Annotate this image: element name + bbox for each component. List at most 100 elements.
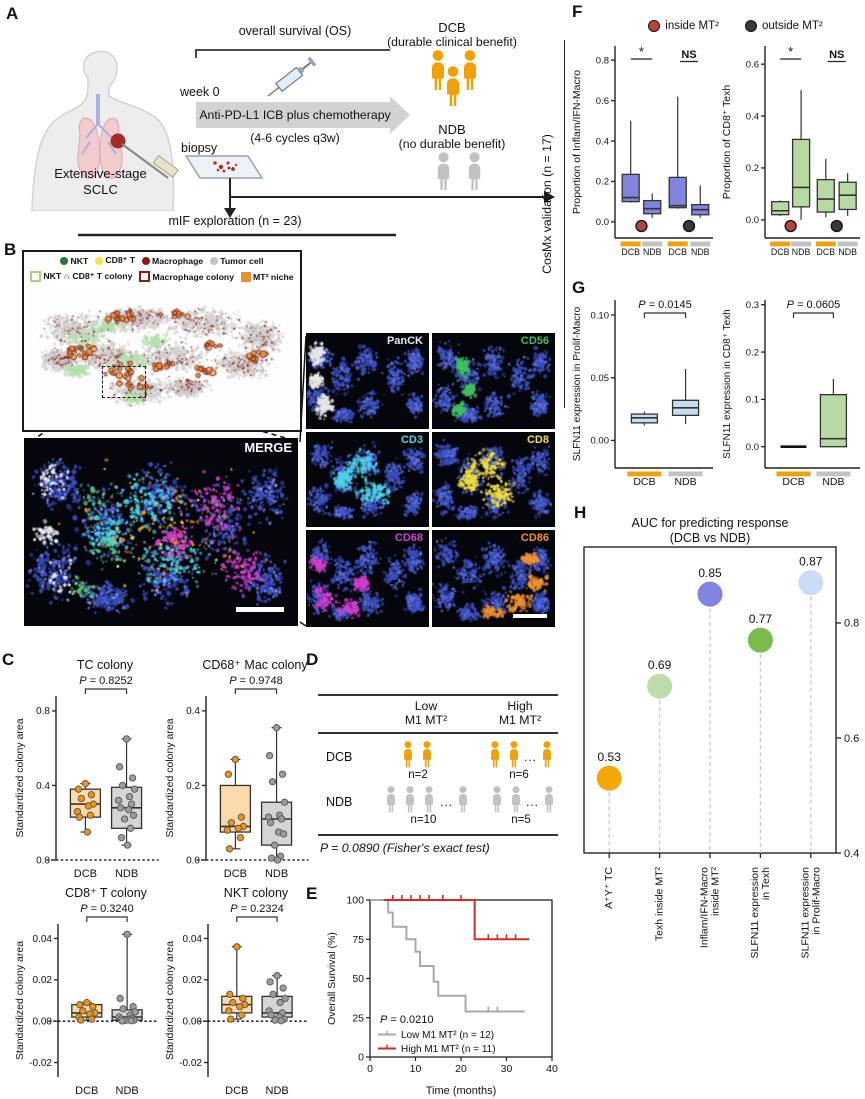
svg-text:DCB: DCB <box>224 868 247 880</box>
legend-item: Macrophage <box>142 256 203 266</box>
channel-cd86: CD86 <box>432 530 555 627</box>
ndb-title: NDB <box>438 122 466 137</box>
tissue-overview-box: NKT CD8⁺ T Macrophage Tumor cell NKT ∩ C… <box>22 250 302 432</box>
cell-type-legend: NKT CD8⁺ T Macrophage Tumor cell <box>24 255 300 266</box>
svg-text:Low M1 MT² (n = 12): Low M1 MT² (n = 12) <box>401 1030 494 1041</box>
channel-image <box>432 530 555 627</box>
svg-text:A⁺Y⁺ TC: A⁺Y⁺ TC <box>603 867 615 909</box>
count-n5: n=5 <box>511 814 531 826</box>
macrophage-swatch <box>142 256 151 265</box>
svg-text:0.77: 0.77 <box>749 612 773 626</box>
nkt-colony-boxplot: NKT colony P = 0.2324 Standardized colony … <box>164 886 309 1097</box>
merge-image <box>24 438 298 626</box>
svg-text:0.69: 0.69 <box>648 658 672 672</box>
inside-mt2-swatch <box>648 20 661 32</box>
svg-text:10: 10 <box>410 1063 422 1075</box>
overall-survival-km-plot: 0 25 50 75 100 0 10 20 30 40 Overall Survival (%) T… <box>326 895 558 1098</box>
svg-text:DCB: DCB <box>668 247 687 257</box>
slfn11-cd8-texh-boxplot: P = 0.0605 SLFN11 expression in CD8⁺ Texh… <box>722 299 860 488</box>
svg-text:Proportion of CD8⁺ Texh: Proportion of CD8⁺ Texh <box>721 85 733 200</box>
svg-text:NS: NS <box>829 49 844 61</box>
table-header-low-2: M1 MT² <box>404 713 448 727</box>
colony-legend: NKT ∩ CD8⁺ T colony Macrophage colony MT… <box>24 271 300 282</box>
svg-text:P = 0.3240: P = 0.3240 <box>80 903 134 915</box>
count-n2: n=2 <box>408 769 428 781</box>
svg-text:CD68⁺ Mac colony: CD68⁺ Mac colony <box>202 658 308 672</box>
nkt-colony-swatch <box>30 271 42 282</box>
legend-item: outside MT² <box>744 20 823 32</box>
svg-text:inside MT²: inside MT² <box>710 867 722 917</box>
channel-cd8: CD8 <box>432 432 555 527</box>
svg-text:in Prolif-Macro: in Prolif-Macro <box>810 867 822 935</box>
table-rule-bottom <box>318 834 558 836</box>
tc-colony-boxplot: TC colony P = 0.8252 Standardized colony a… <box>14 658 159 880</box>
svg-text:P = 0.8252: P = 0.8252 <box>79 675 133 687</box>
panel-a-label: A <box>6 4 19 23</box>
svg-text:SLFN11 expression in CD8⁺ Texh: SLFN11 expression in CD8⁺ Texh <box>722 309 733 458</box>
ndb-subtitle: (no durable benefit) <box>398 137 506 151</box>
svg-text:NDB: NDB <box>265 868 288 880</box>
svg-text:NKT colony: NKT colony <box>224 886 289 900</box>
svg-text:in Texh: in Texh <box>760 867 772 900</box>
svg-text:NDB: NDB <box>266 1085 289 1097</box>
dcb-title: DCB <box>438 20 466 35</box>
svg-text:0.02: 0.02 <box>183 975 203 986</box>
syringe-icon <box>267 56 317 97</box>
svg-text:0.2: 0.2 <box>746 163 759 174</box>
legend-label: outside MT² <box>761 20 823 32</box>
mt2-niche-swatch <box>241 271 252 282</box>
cd8-t-colony-boxplot: CD8⁺ T colony P = 0.3240 Standardized colo… <box>14 886 159 1097</box>
channel-label: CD68 <box>394 532 423 544</box>
svg-text:0.6: 0.6 <box>844 733 859 745</box>
cd8t-swatch <box>95 256 104 265</box>
ellipsis: ... <box>440 795 454 809</box>
svg-text:100: 100 <box>346 895 364 907</box>
svg-text:NDB: NDB <box>792 247 811 257</box>
week0-label: week 0 <box>180 85 220 99</box>
svg-text:DCB: DCB <box>771 247 790 257</box>
svg-text:DCB: DCB <box>621 247 640 257</box>
svg-text:DCB: DCB <box>782 476 804 488</box>
table-row-dcb: DCB <box>326 750 353 764</box>
biopsy-slide-icon <box>184 155 264 179</box>
svg-text:0.87: 0.87 <box>799 555 823 569</box>
svg-text:0.05: 0.05 <box>591 373 610 384</box>
svg-text:30: 30 <box>501 1063 513 1075</box>
svg-text:0.4: 0.4 <box>36 781 50 792</box>
legend-label: MT² niche <box>253 271 294 282</box>
panel-h-label: H <box>574 503 587 522</box>
svg-text:NDB: NDB <box>116 1085 139 1097</box>
svg-text:P = 0.0145: P = 0.0145 <box>638 299 692 311</box>
legend-label: NKT ∩ CD8⁺ T colony <box>43 271 133 281</box>
svg-text:Standardized colony area: Standardized colony area <box>14 941 26 1060</box>
svg-text:NDB: NDB <box>115 868 138 880</box>
svg-text:-0.02: -0.02 <box>29 1058 52 1069</box>
svg-text:0.02: 0.02 <box>33 975 53 986</box>
table-rule-mid <box>318 732 558 734</box>
svg-text:0: 0 <box>358 1052 364 1064</box>
stage-caption-line1: Extensive-stage <box>54 166 147 181</box>
svg-text:0.0: 0.0 <box>746 442 759 453</box>
svg-text:0.4: 0.4 <box>746 111 759 122</box>
svg-text:NDB: NDB <box>643 247 662 257</box>
cosmx-rule <box>564 40 565 408</box>
panel-c-label: C <box>2 650 15 669</box>
svg-text:0.04: 0.04 <box>183 934 203 945</box>
legend-item: MT² niche <box>241 271 294 282</box>
svg-text:Proportion of Inflam/IFN-Macro: Proportion of Inflam/IFN-Macro <box>571 70 583 214</box>
svg-text:Standardized colony area: Standardized colony area <box>14 718 26 837</box>
svg-text:NDB: NDB <box>691 247 710 257</box>
channel-cd68: CD68 <box>306 530 429 627</box>
nkt-swatch <box>60 256 69 265</box>
svg-text:NDB: NDB <box>674 476 696 488</box>
svg-text:AUC for predicting response: AUC for predicting response <box>631 516 788 530</box>
zoom-region-rect <box>102 366 146 398</box>
legend-item: inside MT² <box>648 20 719 32</box>
svg-text:NS: NS <box>681 49 696 61</box>
svg-text:Texh inside MT²: Texh inside MT² <box>654 867 666 942</box>
svg-text:DCB: DCB <box>74 868 97 880</box>
svg-text:0.0: 0.0 <box>36 855 50 866</box>
panel-f-label: F <box>572 2 583 21</box>
